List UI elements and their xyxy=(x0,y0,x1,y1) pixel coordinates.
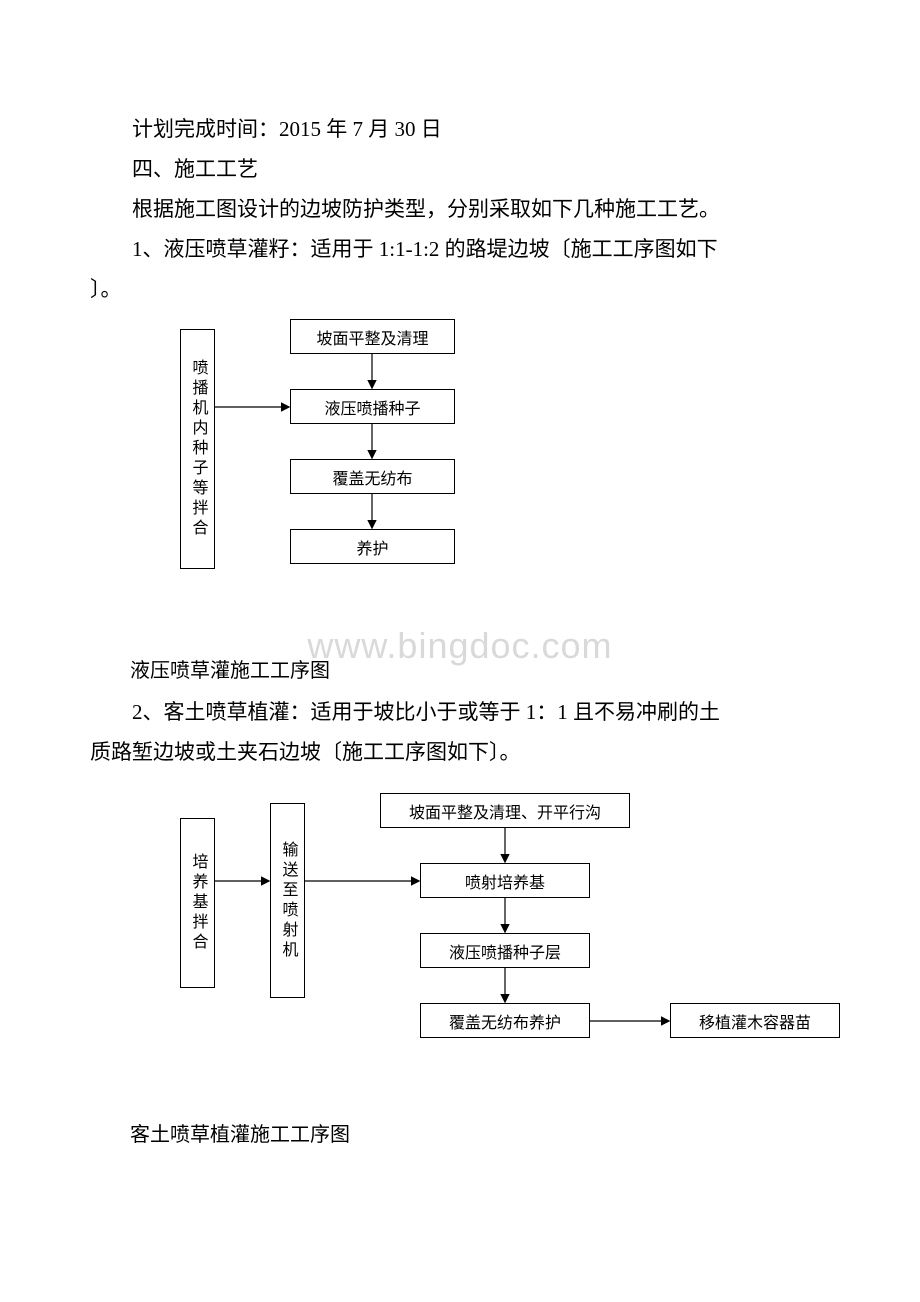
fc2-caption: 客土喷草植灌施工工序图 xyxy=(90,1118,830,1147)
section-heading: 四、施工工艺 xyxy=(90,150,830,190)
flowchart-1: 喷播机内种子等拌合 坡面平整及清理 液压喷播种子 覆盖无纺布 养护 xyxy=(130,319,830,599)
item-2-line2: 质路堑边坡或土夹石边坡〔施工工序图如下〕。 xyxy=(90,733,830,773)
intro-paragraph: 根据施工图设计的边坡防护类型，分别采取如下几种施工工艺。 xyxy=(90,190,830,230)
fc2-node-2: 喷射培养基 xyxy=(420,863,590,898)
fc2-node-5: 移植灌木容器苗 xyxy=(670,1003,840,1038)
flowchart-2: 培养基拌合 输送至喷射机 坡面平整及清理、开平行沟 喷射培养基 液压喷播种子层 … xyxy=(130,793,830,1083)
fc1-node-3: 覆盖无纺布 xyxy=(290,459,455,494)
fc1-node-4: 养护 xyxy=(290,529,455,564)
fc1-caption: 液压喷草灌施工工序图 xyxy=(90,654,830,683)
fc2-side1-box: 培养基拌合 xyxy=(180,818,215,988)
item-2-line1: 2、客土喷草植灌：适用于坡比小于或等于 1：1 且不易冲刷的土 xyxy=(90,693,830,733)
fc2-node-4: 覆盖无纺布养护 xyxy=(420,1003,590,1038)
item-1-line2: 〕。 xyxy=(90,270,830,310)
fc1-node-1: 坡面平整及清理 xyxy=(290,319,455,354)
fc1-node-2: 液压喷播种子 xyxy=(290,389,455,424)
item-1-line1: 1、液压喷草灌籽：适用于 1:1-1:2 的路堤边坡〔施工工序图如下 xyxy=(90,230,830,270)
fc2-node-1: 坡面平整及清理、开平行沟 xyxy=(380,793,630,828)
fc2-side2-box: 输送至喷射机 xyxy=(270,803,305,998)
planned-completion: 计划完成时间：2015 年 7 月 30 日 xyxy=(90,110,830,150)
fc2-node-3: 液压喷播种子层 xyxy=(420,933,590,968)
fc1-side-box: 喷播机内种子等拌合 xyxy=(180,329,215,569)
